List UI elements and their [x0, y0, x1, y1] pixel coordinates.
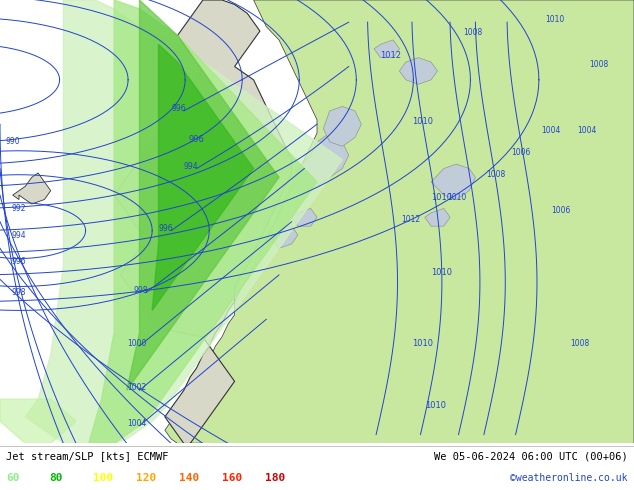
Text: 100: 100	[93, 473, 113, 483]
Text: 80: 80	[49, 473, 63, 483]
Text: Jet stream/SLP [kts] ECMWF: Jet stream/SLP [kts] ECMWF	[6, 451, 169, 462]
Text: 1012: 1012	[380, 50, 401, 60]
Polygon shape	[152, 44, 254, 311]
Text: 1002: 1002	[127, 383, 146, 392]
Text: 1008: 1008	[590, 59, 609, 69]
Text: 120: 120	[136, 473, 156, 483]
Text: 1010: 1010	[412, 117, 433, 126]
Text: 1006: 1006	[511, 148, 531, 157]
Text: 1006: 1006	[552, 206, 571, 215]
Text: 1010: 1010	[412, 339, 433, 348]
Polygon shape	[0, 399, 76, 443]
Text: 994: 994	[11, 230, 27, 240]
Text: 1010: 1010	[431, 268, 452, 277]
Text: 994: 994	[184, 162, 198, 171]
Polygon shape	[425, 208, 450, 226]
Text: 1008: 1008	[463, 28, 482, 37]
Polygon shape	[25, 0, 342, 443]
Text: 1008: 1008	[486, 171, 505, 179]
Text: 998: 998	[133, 286, 148, 294]
Polygon shape	[292, 133, 349, 191]
Text: 160: 160	[222, 473, 242, 483]
Polygon shape	[399, 58, 437, 84]
Text: 990: 990	[5, 137, 20, 147]
Text: 60: 60	[6, 473, 20, 483]
Polygon shape	[323, 106, 361, 147]
Text: 996: 996	[188, 135, 205, 144]
Polygon shape	[89, 0, 317, 443]
Text: 998: 998	[12, 288, 26, 297]
Text: 1004: 1004	[541, 126, 560, 135]
Polygon shape	[114, 0, 292, 443]
Polygon shape	[374, 40, 399, 58]
Polygon shape	[127, 0, 279, 390]
Text: 1000: 1000	[127, 339, 146, 348]
Text: 996: 996	[158, 223, 173, 233]
Text: 1010: 1010	[431, 193, 452, 201]
Polygon shape	[292, 208, 317, 226]
Text: 996: 996	[11, 257, 27, 266]
Text: 180: 180	[265, 473, 285, 483]
Text: 996: 996	[171, 104, 186, 113]
Text: 1010: 1010	[545, 15, 564, 24]
Text: 1010: 1010	[448, 193, 467, 201]
Polygon shape	[165, 0, 634, 443]
Text: 1004: 1004	[127, 419, 146, 428]
Text: 1012: 1012	[402, 215, 421, 224]
Text: ©weatheronline.co.uk: ©weatheronline.co.uk	[510, 473, 628, 483]
Text: 1004: 1004	[577, 126, 597, 135]
Polygon shape	[431, 164, 476, 199]
Text: 1008: 1008	[571, 339, 590, 348]
Polygon shape	[13, 173, 51, 204]
Polygon shape	[273, 226, 298, 248]
Text: 140: 140	[179, 473, 199, 483]
Text: 1010: 1010	[425, 401, 446, 410]
Text: 992: 992	[12, 204, 26, 213]
Text: We 05-06-2024 06:00 UTC (00+06): We 05-06-2024 06:00 UTC (00+06)	[434, 451, 628, 462]
